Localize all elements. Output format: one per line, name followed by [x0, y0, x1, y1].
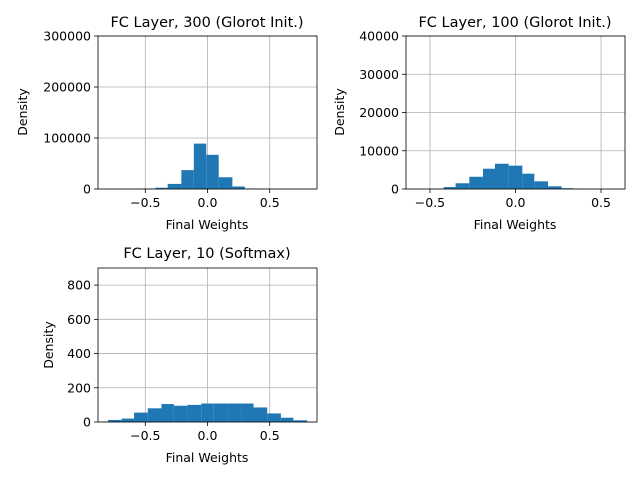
- subplot-2-bars: [429, 163, 588, 189]
- subplot-2-bar-8: [534, 181, 549, 189]
- subplot-3-bar-6: [187, 404, 202, 422]
- subplot-3-ytick-label-2: 400: [67, 346, 91, 361]
- subplot-3-title: FC Layer, 10 (Softmax): [123, 246, 290, 262]
- subplot-3-bars: [107, 403, 308, 422]
- subplot-1-xtick-label-2: 0.5: [260, 195, 280, 210]
- subplot-2-bar-9: [548, 186, 562, 189]
- subplot-3-ytick-label-1: 200: [67, 380, 91, 395]
- subplot-3-ticks: −0.5 0.0 0.5 0 200 400 600 800: [67, 278, 280, 443]
- subplot-1-bar-5: [181, 170, 194, 189]
- subplot-3-xlabel: Final Weights: [166, 450, 249, 465]
- subplot-1-xtick-label-1: 0.0: [198, 195, 218, 210]
- subplot-2-ytick-label-4: 40000: [359, 29, 399, 44]
- subplot-1-bar-3: [155, 187, 168, 189]
- subplot-2-title: FC Layer, 100 (Glorot Init.): [418, 15, 611, 31]
- subplot-1-ticks: −0.5 0.0 0.5 0 100000 200000 300000: [43, 29, 279, 211]
- subplot-3: FC Layer, 10 (Softmax) −0.5 0.0 0.5 0 200 400…: [41, 246, 318, 465]
- subplot-3-bar-11: [253, 407, 268, 422]
- subplot-2-ylabel: Density: [332, 88, 347, 136]
- subplot-2-xtick-label-0: −0.5: [415, 195, 445, 210]
- subplot-2-bar-7: [522, 173, 535, 189]
- subplot-3-bar-2: [134, 412, 148, 422]
- subplot-2-xtick-label-2: 0.5: [591, 195, 611, 210]
- subplot-3-bar-1: [121, 418, 135, 422]
- subplot-1-ytick-label-2: 200000: [43, 80, 91, 95]
- subplot-2: FC Layer, 100 (Glorot Init.) −0.5 0.0 0.5 0…: [332, 15, 626, 232]
- subplot-2-bar-1: [443, 187, 456, 189]
- subplot-1-ytick-label-1: 100000: [43, 131, 91, 146]
- subplot-3-grid: [98, 268, 317, 423]
- subplot-1-xlabel: Final Weights: [166, 217, 249, 232]
- subplot-2-ytick-label-1: 10000: [359, 143, 399, 158]
- subplot-3-xtick-label-1: 0.0: [198, 428, 218, 443]
- subplot-3-ytick-label-0: 0: [83, 415, 91, 430]
- subplot-1-bar-4: [167, 183, 182, 189]
- subplot-2-xtick-label-1: 0.0: [506, 195, 526, 210]
- subplot-3-bar-12: [267, 413, 281, 422]
- subplot-1-bar-6: [193, 143, 207, 189]
- subplot-3-bar-10: [241, 403, 254, 422]
- subplot-3-bar-14: [293, 420, 308, 422]
- subplot-1-bar-9: [232, 186, 245, 189]
- subplot-3-bar-0: [107, 419, 122, 422]
- subplot-1-bar-8: [218, 177, 233, 189]
- subplot-2-bar-2: [455, 183, 470, 189]
- subplot-3-ytick-label-4: 800: [67, 278, 91, 293]
- subplot-3-bar-5: [173, 405, 188, 422]
- subplot-2-ticks: −0.5 0.0 0.5 0 10000 20000 30000 40000: [359, 29, 611, 211]
- subplot-2-bar-4: [482, 168, 495, 189]
- subplot-3-bar-4: [161, 404, 174, 422]
- subplot-3-bar-9: [227, 403, 242, 422]
- subplot-2-ytick-label-2: 20000: [359, 105, 399, 120]
- subplot-2-bar-6: [508, 165, 523, 189]
- subplot-1-ylabel: Density: [15, 88, 30, 136]
- subplot-1-bars: [130, 143, 283, 189]
- subplot-2-ytick-label-0: 0: [391, 182, 399, 197]
- subplot-2-bar-3: [469, 176, 483, 189]
- subplot-3-bar-8: [213, 403, 228, 422]
- subplot-1-ytick-label-0: 0: [83, 182, 91, 197]
- subplot-3-bar-7: [201, 403, 214, 422]
- subplot-3-xtick-label-0: −0.5: [130, 428, 160, 443]
- subplot-3-bar-13: [280, 417, 294, 422]
- subplot-3-bar-3: [147, 408, 162, 422]
- subplot-1-ytick-label-3: 300000: [43, 29, 91, 44]
- subplot-1-bar-7: [206, 154, 219, 189]
- subplot-1-xtick-label-0: −0.5: [130, 195, 160, 210]
- subplot-1: FC Layer, 300 (Glorot Init.) −0.5 0.0 0.5 0…: [15, 15, 318, 232]
- subplot-1-title: FC Layer, 300 (Glorot Init.): [110, 15, 303, 31]
- subplot-2-bar-5: [494, 163, 509, 189]
- subplot-3-ylabel: Density: [41, 321, 56, 369]
- subplot-3-xtick-label-2: 0.5: [260, 428, 280, 443]
- subplot-2-xlabel: Final Weights: [474, 217, 557, 232]
- subplot-3-ytick-label-3: 600: [67, 312, 91, 327]
- subplot-2-ytick-label-3: 30000: [359, 67, 399, 82]
